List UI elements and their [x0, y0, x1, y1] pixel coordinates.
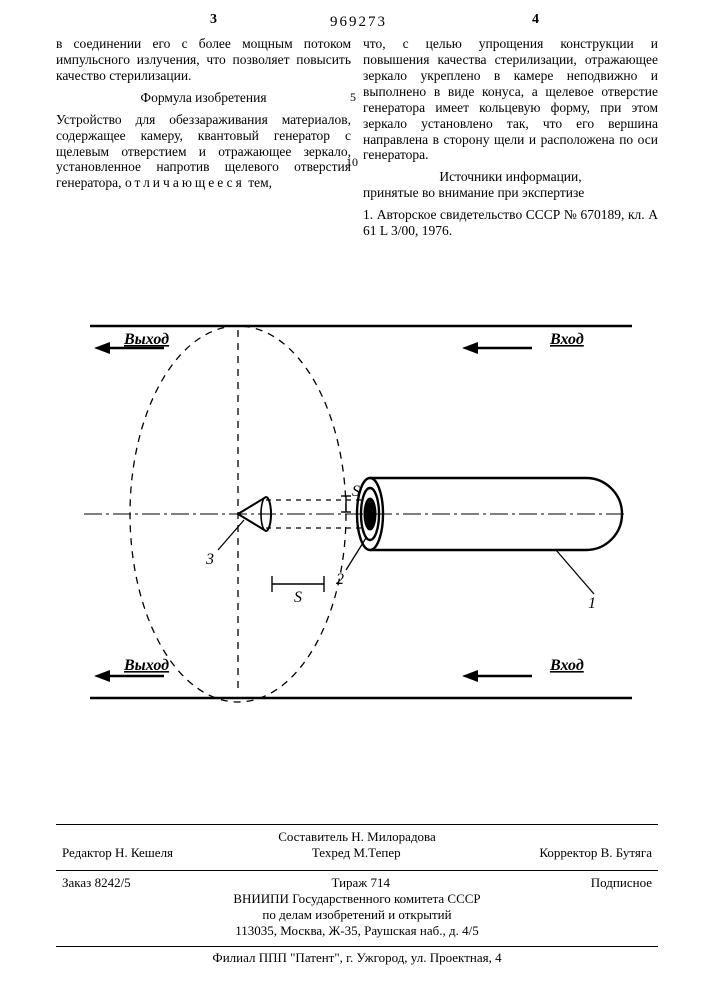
right-p2: 1. Авторское свидетельство СССР № 670189…: [363, 207, 658, 239]
sources-title: Источники информации,: [363, 169, 658, 185]
left-p2: Устройство для обеззараживания материало…: [56, 112, 351, 192]
right-p1: что, с целью упрощения конструкции и пов…: [363, 36, 658, 163]
footer-branch: Филиал ППП "Патент", г. Ужгород, ул. Про…: [56, 946, 658, 966]
text-columns: в соединении его с более мощным потоком …: [56, 36, 658, 245]
sources-sub: принятые во внимание при экспертизе: [363, 185, 658, 201]
svg-text:Выход: Выход: [123, 657, 169, 674]
page-number-right: 4: [532, 12, 539, 28]
svg-text:Выход: Выход: [123, 331, 169, 348]
svg-text:S: S: [352, 483, 360, 500]
left-column: в соединении его с более мощным потоком …: [56, 36, 351, 245]
svg-text:Вход: Вход: [549, 331, 584, 348]
svg-text:Вход: Вход: [549, 657, 584, 674]
right-column: что, с целью упрощения конструкции и пов…: [363, 36, 658, 245]
svg-text:3: 3: [205, 551, 214, 568]
figure-diagram: S S 1 2 3 Выход Выход Вход Вход: [80, 282, 640, 742]
footer-org: Заказ 8242/5 Тираж 714 Подписное ВНИИПИ …: [56, 870, 658, 939]
svg-text:1: 1: [588, 595, 596, 612]
left-p1: в соединении его с более мощным потоком …: [56, 36, 351, 84]
svg-text:2: 2: [336, 571, 344, 588]
svg-text:S: S: [294, 589, 302, 606]
formula-title: Формула изобретения: [56, 90, 351, 106]
page-number-left: 3: [210, 12, 217, 28]
document-number: 969273: [330, 14, 387, 31]
footer-credits: Составитель Н. Милорадова Редактор Н. Ке…: [56, 824, 658, 861]
